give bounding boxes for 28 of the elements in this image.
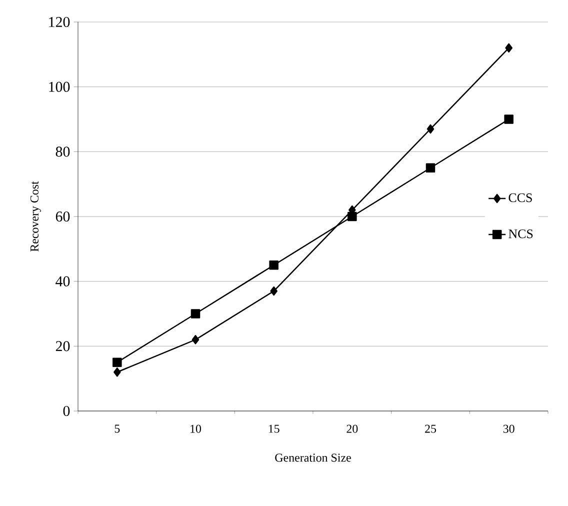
x-tick-label: 15 (268, 424, 280, 433)
point (190, 309, 200, 318)
x-tick-label: 20 (346, 424, 358, 433)
y-axis-title: Recovery Cost (30, 181, 41, 252)
y-tick-label: 80 (56, 146, 70, 157)
y-tick-label: 20 (56, 341, 70, 352)
x-tick-label: 5 (114, 424, 120, 433)
point (426, 163, 436, 173)
legend-label: NCS (508, 229, 533, 238)
x-tick-label: 30 (503, 424, 514, 433)
y-tick-label: 0 (63, 406, 70, 416)
y-tick-label: 100 (49, 82, 70, 92)
point (270, 286, 278, 296)
y-tick-label: 120 (49, 16, 70, 28)
x-tick-label: 25 (425, 424, 436, 433)
y-tick-label: 60 (56, 211, 70, 222)
point (114, 367, 121, 377)
point (269, 260, 278, 270)
x-tick-label: 10 (190, 424, 202, 433)
x-axis-title: Generation Size (275, 454, 351, 462)
legend-label: CCS (508, 193, 532, 202)
point (192, 335, 200, 344)
point (505, 43, 512, 53)
point (504, 114, 514, 124)
y-tick-label: 40 (56, 276, 70, 286)
point (348, 212, 357, 222)
point (112, 358, 122, 368)
point (426, 124, 434, 134)
